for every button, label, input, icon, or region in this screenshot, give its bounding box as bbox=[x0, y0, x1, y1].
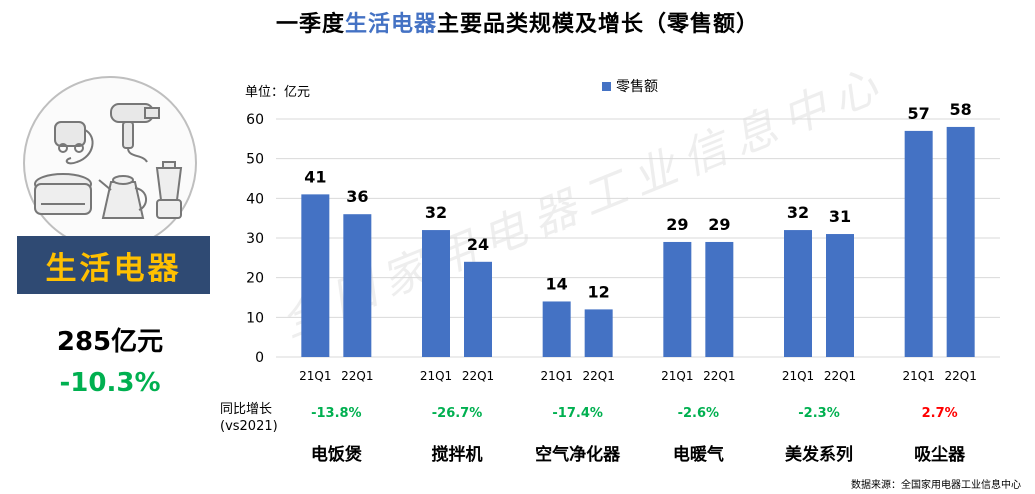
legend: 零售额 bbox=[602, 76, 658, 96]
category-label: 空气净化器 bbox=[535, 445, 621, 465]
vacuum-cleaner-icon bbox=[54, 121, 94, 165]
data-label: 32 bbox=[425, 203, 447, 222]
x-tick-label: 22Q1 bbox=[824, 369, 856, 383]
growth-value: -2.6% bbox=[677, 406, 720, 421]
category-label: 搅拌机 bbox=[431, 445, 483, 465]
y-tick-label: 50 bbox=[246, 152, 264, 168]
data-label: 29 bbox=[666, 215, 688, 234]
y-tick-label: 10 bbox=[246, 310, 264, 326]
x-tick-label: 22Q1 bbox=[582, 369, 614, 383]
title-highlight: 生活电器 bbox=[344, 12, 437, 37]
data-label: 24 bbox=[467, 235, 489, 254]
data-label: 31 bbox=[829, 207, 851, 226]
category-label: 电暖气 bbox=[672, 445, 724, 465]
x-tick-label: 22Q1 bbox=[944, 369, 976, 383]
data-label: 57 bbox=[908, 104, 930, 123]
growth-value: -17.4% bbox=[552, 406, 603, 421]
x-tick-label: 21Q1 bbox=[299, 369, 331, 383]
yoy-label-line1: 同比增长 bbox=[220, 402, 273, 417]
x-tick-label: 21Q1 bbox=[782, 369, 814, 383]
x-tick-label: 22Q1 bbox=[462, 369, 494, 383]
title-prefix: 一季度 bbox=[275, 12, 345, 37]
data-label: 32 bbox=[787, 203, 809, 222]
x-tick-label: 21Q1 bbox=[902, 369, 934, 383]
data-label: 58 bbox=[950, 100, 972, 119]
category-label: 吸尘器 bbox=[914, 445, 966, 465]
bar bbox=[464, 261, 492, 357]
y-tick-label: 20 bbox=[246, 271, 264, 287]
blender-icon bbox=[155, 161, 183, 219]
legend-label: 零售额 bbox=[616, 79, 658, 95]
hair-dryer-icon bbox=[110, 103, 160, 163]
yoy-label: 同比增长 (vs2021) bbox=[220, 401, 278, 435]
kettle-icon bbox=[98, 175, 147, 219]
y-tick-label: 60 bbox=[246, 112, 264, 128]
x-tick-label: 21Q1 bbox=[420, 369, 452, 383]
appliance-illustration bbox=[23, 76, 197, 250]
rice-cooker-icon bbox=[34, 173, 92, 215]
bar bbox=[422, 230, 450, 357]
bar bbox=[784, 230, 812, 357]
category-label: 电饭煲 bbox=[310, 445, 362, 465]
data-label: 12 bbox=[588, 282, 610, 301]
growth-value: -2.3% bbox=[798, 406, 840, 421]
growth-value: -26.7% bbox=[431, 406, 483, 421]
y-tick-label: 0 bbox=[255, 350, 264, 366]
growth-value: 2.7% bbox=[921, 406, 958, 421]
x-tick-label: 22Q1 bbox=[341, 369, 373, 383]
growth-value: -13.8% bbox=[311, 406, 362, 421]
category-label: 美发系列 bbox=[785, 445, 853, 465]
data-label: 36 bbox=[346, 187, 368, 206]
bar bbox=[904, 130, 933, 357]
legend-swatch bbox=[602, 81, 611, 91]
x-tick-label: 21Q1 bbox=[540, 369, 572, 383]
yoy-label-line2: (vs2021) bbox=[220, 419, 278, 434]
bar bbox=[301, 194, 330, 357]
category-total-growth: -10.3% bbox=[59, 368, 161, 398]
title-suffix: 主要品类规模及增长（零售额） bbox=[437, 12, 760, 37]
bar bbox=[705, 241, 734, 357]
bar bbox=[542, 301, 571, 357]
bar bbox=[584, 309, 613, 357]
category-banner: 生活电器 bbox=[17, 236, 210, 294]
bar bbox=[343, 214, 372, 357]
category-total: 285亿元 bbox=[56, 327, 164, 357]
y-tick-label: 30 bbox=[246, 231, 264, 247]
unit-label: 单位：亿元 bbox=[245, 85, 311, 100]
data-label: 41 bbox=[304, 167, 326, 186]
y-tick-label: 40 bbox=[246, 191, 264, 207]
x-tick-label: 22Q1 bbox=[703, 369, 735, 383]
chart-title: 一季度生活电器主要品类规模及增长（零售额） bbox=[0, 6, 1035, 38]
x-tick-label: 21Q1 bbox=[661, 369, 693, 383]
data-label: 29 bbox=[708, 215, 730, 234]
bar bbox=[663, 241, 692, 357]
data-label: 14 bbox=[546, 274, 568, 293]
data-source: 数据来源：全国家用电器工业信息中心 bbox=[851, 480, 1021, 491]
bar bbox=[826, 234, 854, 357]
bar bbox=[946, 126, 975, 357]
